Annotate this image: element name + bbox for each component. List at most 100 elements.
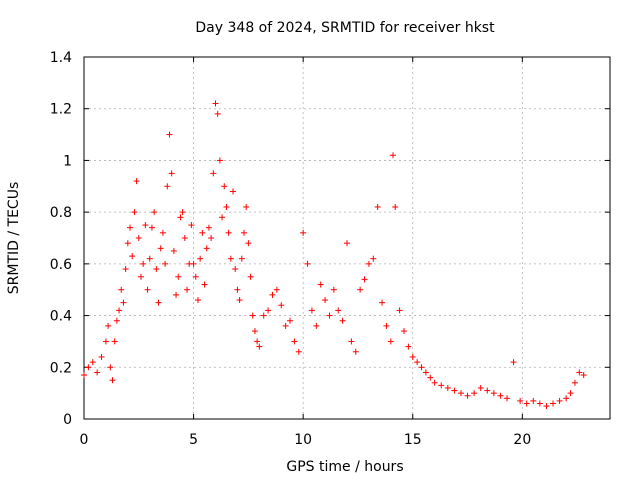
chart-title: Day 348 of 2024, SRMTID for receiver hks… <box>195 20 495 36</box>
y-tick-label: 0.2 <box>50 360 72 376</box>
data-point <box>414 359 421 366</box>
data-point <box>127 224 134 231</box>
data-point <box>265 307 272 314</box>
data-point <box>330 286 337 293</box>
data-point <box>205 224 212 231</box>
data-point <box>269 291 276 298</box>
data-point <box>179 209 186 216</box>
tick-layer: 0 0.2 0.4 0.6 0.8 1 1.2 1.4 0 5 10 15 20 <box>50 50 610 448</box>
data-point <box>379 299 386 306</box>
data-point <box>523 400 530 407</box>
x-axis-label: GPS time / hours <box>286 459 403 475</box>
data-point <box>245 240 252 247</box>
data-point <box>282 322 289 329</box>
data-point <box>370 255 377 262</box>
x-tick-label: 20 <box>513 432 531 448</box>
data-point <box>431 379 438 386</box>
data-point <box>308 307 315 314</box>
data-point <box>166 131 173 138</box>
data-point <box>188 222 195 229</box>
data-point <box>177 214 184 221</box>
y-tick-label: 0.4 <box>50 309 72 325</box>
data-point <box>190 260 197 267</box>
data-point <box>144 286 151 293</box>
data-point <box>278 302 285 309</box>
data-point <box>238 255 245 262</box>
data-point <box>344 240 350 247</box>
data-point <box>124 240 131 247</box>
data-point <box>157 245 164 252</box>
data-point <box>365 260 372 267</box>
data-point <box>304 260 311 267</box>
data-point <box>247 273 254 280</box>
data-point <box>113 317 120 324</box>
data-point <box>148 224 155 231</box>
data-point <box>438 382 445 389</box>
data-point <box>317 281 324 288</box>
data-point <box>133 178 140 185</box>
y-tick-label: 0 <box>63 412 72 428</box>
data-point <box>194 297 201 304</box>
data-point <box>159 229 166 236</box>
data-point <box>142 222 149 229</box>
data-point <box>116 307 123 314</box>
data-point <box>409 353 416 360</box>
data-point <box>392 203 399 210</box>
data-point <box>151 209 158 216</box>
data-point <box>236 297 243 304</box>
data-point <box>464 392 471 399</box>
data-point <box>387 338 394 345</box>
data-point <box>105 322 112 329</box>
data-point <box>230 188 237 195</box>
data-point <box>256 343 263 350</box>
data-point <box>556 397 563 404</box>
data-point <box>249 312 256 319</box>
data-point <box>510 359 517 366</box>
data-point <box>273 286 280 293</box>
data-point <box>390 152 397 159</box>
data-point <box>243 203 250 210</box>
data-point <box>240 229 247 236</box>
data-point <box>225 229 232 236</box>
data-point <box>418 364 425 371</box>
data-point <box>484 387 491 394</box>
data-point <box>122 266 129 273</box>
data-point <box>173 291 180 298</box>
data-point <box>571 379 578 386</box>
y-tick-label: 0.8 <box>50 205 72 221</box>
data-point <box>405 343 412 350</box>
data-point <box>490 390 497 397</box>
data-point <box>234 286 241 293</box>
data-point <box>210 170 217 177</box>
data-point <box>102 338 109 345</box>
x-tick-label: 10 <box>294 432 312 448</box>
data-point <box>164 183 171 190</box>
data-point <box>170 247 177 254</box>
data-point <box>155 299 162 306</box>
data-point <box>339 317 346 324</box>
data-point <box>107 364 114 371</box>
x-tick-label: 15 <box>404 432 422 448</box>
data-point <box>109 377 116 384</box>
data-point <box>98 353 105 360</box>
data-point <box>168 170 175 177</box>
data-point <box>212 100 219 107</box>
data-point <box>400 328 407 335</box>
data-point <box>221 183 228 190</box>
data-point <box>427 374 434 381</box>
data-point <box>153 266 160 273</box>
data-point <box>201 281 208 288</box>
data-point <box>219 214 226 221</box>
data-point <box>251 328 258 335</box>
data-point <box>223 203 230 210</box>
data-point <box>497 392 504 399</box>
data-point <box>135 235 142 241</box>
data-point <box>175 273 182 280</box>
data-point <box>260 312 267 319</box>
data-point <box>503 395 510 402</box>
data-point <box>181 235 188 241</box>
data-point <box>422 369 429 376</box>
y-tick-label: 1 <box>63 153 72 169</box>
